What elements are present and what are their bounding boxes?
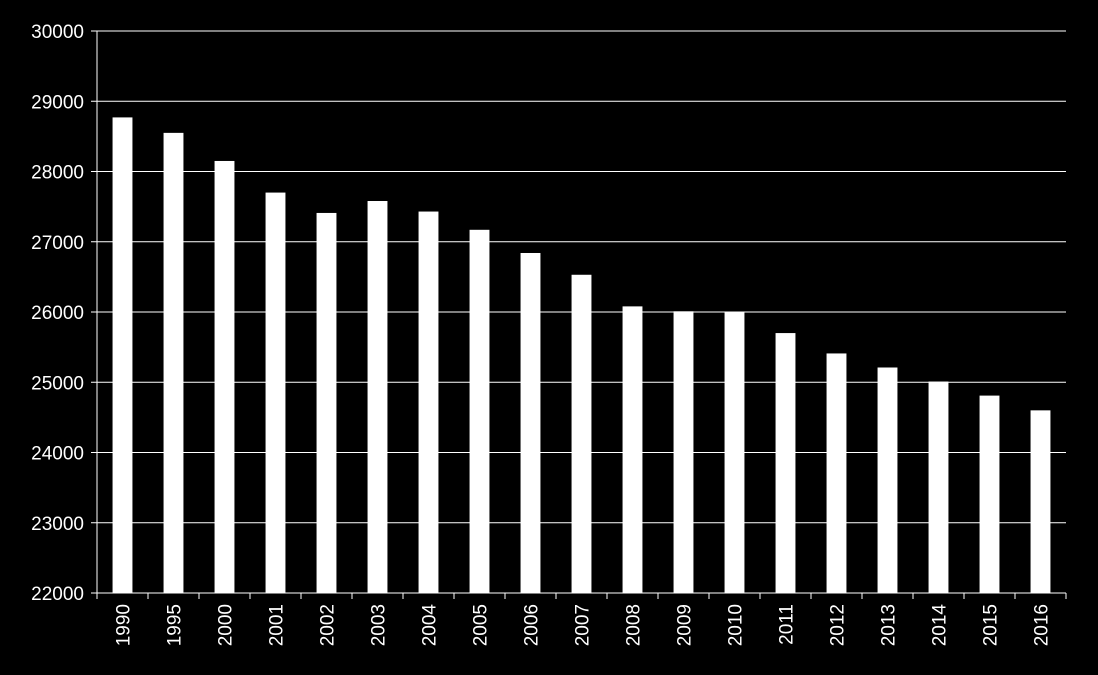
x-tick-label: 2007 [573,604,594,646]
x-tick-label: 2006 [522,604,543,646]
bar-2016 [1030,410,1051,593]
y-tick-label: 26000 [31,303,84,324]
x-tick-labels: 1990 1995 2000 2001 2002 2003 2004 2005 2006 2007… [114,604,1053,647]
bar-2003 [367,201,388,593]
x-tick-label: 2000 [216,604,237,646]
x-tick-label: 2010 [726,604,747,646]
x-tick-label: 2011 [777,604,798,645]
x-tick-label: 2008 [624,604,645,646]
bar-2008 [622,306,643,593]
y-tick-label: 27000 [31,233,84,254]
y-tick-labels: 22000 23000 24000 25000 26000 27000 28000 29000… [31,22,84,605]
x-tick-label: 2002 [318,604,339,646]
bars [112,117,1051,594]
bar-1990 [112,117,133,593]
bar-2007 [571,274,592,593]
x-tick-label: 2004 [420,604,441,647]
y-tick-label: 28000 [31,163,84,184]
x-tick-label: 2003 [369,604,390,646]
bar-2002 [316,212,337,593]
x-tick-label: 2014 [930,604,951,647]
bar-1995 [163,132,184,594]
x-tick-label: 1995 [165,604,186,646]
bar-2012 [826,353,847,593]
bar-2013 [877,367,898,593]
bar-2004 [418,211,439,594]
bar-2006 [520,252,541,594]
x-tick-label: 2015 [981,604,1002,646]
y-tick-label: 25000 [31,373,84,394]
x-tick-label: 2012 [828,604,849,646]
y-tick-label: 24000 [31,444,84,465]
y-tick-label: 23000 [31,514,84,535]
bar-2005 [469,229,490,593]
axes [91,30,1067,599]
x-tick-label: 2001 [267,604,288,646]
x-tick-label: 2005 [471,604,492,646]
bar-2009 [673,311,694,593]
y-tick-label: 30000 [31,22,84,43]
x-tick-label: 2016 [1032,604,1053,646]
bar-2011 [775,333,796,593]
bar-2001 [265,192,286,593]
x-tick-label: 2013 [879,604,900,646]
x-tick-label: 1990 [114,604,135,646]
bar-2015 [979,395,1000,593]
bar-2000 [214,160,235,593]
bar-2010 [724,312,745,593]
bar-2014 [928,381,949,593]
x-tick-label: 2009 [675,604,696,646]
y-tick-label: 29000 [31,92,84,113]
y-tick-label: 22000 [31,584,84,605]
